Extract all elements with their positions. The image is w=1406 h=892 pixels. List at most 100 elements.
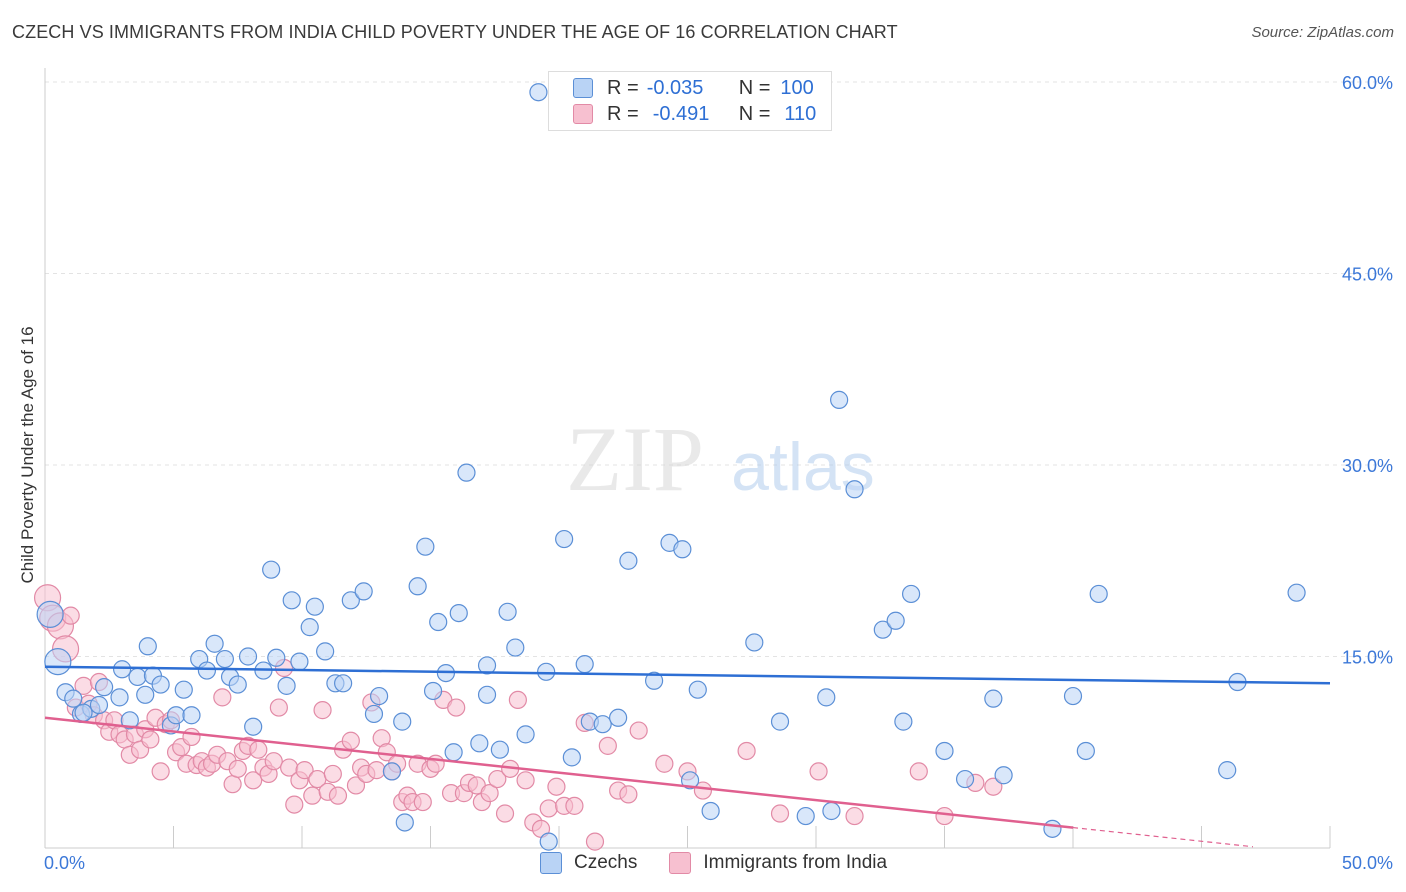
india-point (413, 792, 432, 812)
czech-point (228, 675, 247, 694)
source-label: Source: ZipAtlas.com (1251, 24, 1394, 41)
india-point (984, 777, 1003, 796)
legend-n-value: 100 (780, 76, 814, 99)
czech-point (516, 725, 535, 744)
czech-point (470, 734, 489, 753)
legend-row-india: R = -0.491 N = 110 (573, 102, 816, 126)
bottom-legend-india-label: Immigrants from India (703, 852, 888, 873)
czech-point (680, 771, 700, 790)
czech-point (138, 637, 157, 656)
czech-point (120, 711, 139, 730)
bottom-swatch-india (669, 852, 692, 874)
bottom-swatch-czech (540, 852, 562, 874)
x-tick-label: 0.0% (44, 853, 85, 873)
czech-point (845, 480, 864, 499)
czech-point (1076, 741, 1095, 761)
czech-point (1043, 819, 1062, 838)
czech-point (354, 582, 373, 601)
india-point (619, 785, 638, 804)
bottom-legend-india: Immigrants from India (669, 852, 887, 874)
india-point (737, 741, 756, 761)
india-trend-extension (1072, 826, 1253, 848)
czech-point (205, 634, 224, 653)
czech-point (393, 712, 412, 731)
czech-point (334, 674, 353, 693)
india-trend-line (44, 716, 1074, 829)
czech-point (688, 680, 707, 699)
legend-swatch-india (573, 104, 593, 124)
bottom-legend-czech: Czechs (540, 852, 637, 874)
czech-point (477, 685, 497, 704)
india-point (547, 777, 566, 796)
czech-point (364, 704, 384, 724)
czech-point (529, 83, 548, 102)
czech-point (593, 715, 612, 734)
chart-title: CZECH VS IMMIGRANTS FROM INDIA CHILD POV… (12, 22, 898, 42)
czech-point (537, 662, 556, 681)
india-point (809, 762, 828, 781)
tick-labels: 15.0% 30.0% 45.0% 60.0% 0.0% 50.0% (44, 73, 1393, 873)
india-point (693, 781, 713, 800)
czech-point (1218, 761, 1237, 780)
y-axis-label: Child Poverty Under the Age of 16 (18, 326, 37, 584)
czech-point (901, 584, 921, 604)
czech-point (166, 706, 186, 725)
india-point (480, 784, 499, 803)
czech-point (341, 591, 360, 610)
india-point (303, 786, 322, 805)
czech-point (673, 540, 692, 559)
legend-n-label: N = (738, 76, 771, 99)
y-tick-label: 30.0% (1342, 456, 1393, 476)
czech-point (644, 671, 664, 690)
czech-point (477, 656, 497, 675)
legend-r-value: -0.035 (646, 76, 704, 99)
india-point (141, 730, 160, 749)
y-tick-label: 15.0% (1342, 648, 1393, 668)
india-point (495, 804, 515, 823)
india-point (295, 761, 314, 780)
india-point (516, 771, 535, 790)
india-point (61, 606, 80, 625)
czech-point (1287, 583, 1306, 602)
czech-point (429, 612, 448, 632)
czech-point (174, 680, 193, 699)
india-point (935, 806, 954, 826)
czech-point (382, 762, 402, 781)
india-point (629, 721, 648, 740)
india-point (539, 799, 558, 818)
india-point (770, 804, 790, 823)
czech-point (449, 603, 468, 623)
czech-point (370, 686, 389, 706)
legend-r-value: -0.491 (652, 102, 710, 125)
legend-n-label: N = (738, 102, 771, 125)
czech-point (619, 551, 638, 570)
czech-point (822, 801, 841, 821)
legend-swatch-czech (573, 78, 593, 98)
india-point (909, 762, 928, 781)
india-point (223, 775, 242, 794)
legend-row-czech: R = -0.035 N = 100 (573, 76, 814, 100)
czech-point (994, 766, 1013, 785)
india-point (244, 771, 263, 790)
czech-point (36, 600, 64, 628)
czech-point (64, 689, 83, 708)
bottom-legend: Czechs Immigrants from India (540, 852, 919, 874)
czech-point (305, 597, 324, 616)
india-point (488, 769, 507, 789)
czech-point (770, 712, 790, 731)
bottom-legend-czech-label: Czechs (574, 852, 638, 873)
india-point (845, 806, 864, 826)
czech-point (112, 660, 132, 679)
india-point (447, 698, 466, 717)
india-point (313, 701, 332, 720)
czech-point (609, 708, 628, 727)
india-point (285, 795, 304, 814)
india-point (264, 752, 283, 771)
czech-point (300, 618, 319, 637)
czech-point (490, 740, 509, 759)
czech-point (244, 717, 263, 736)
india-point (598, 736, 617, 755)
czech-point (575, 655, 594, 674)
czech-trend-line (44, 665, 1331, 685)
